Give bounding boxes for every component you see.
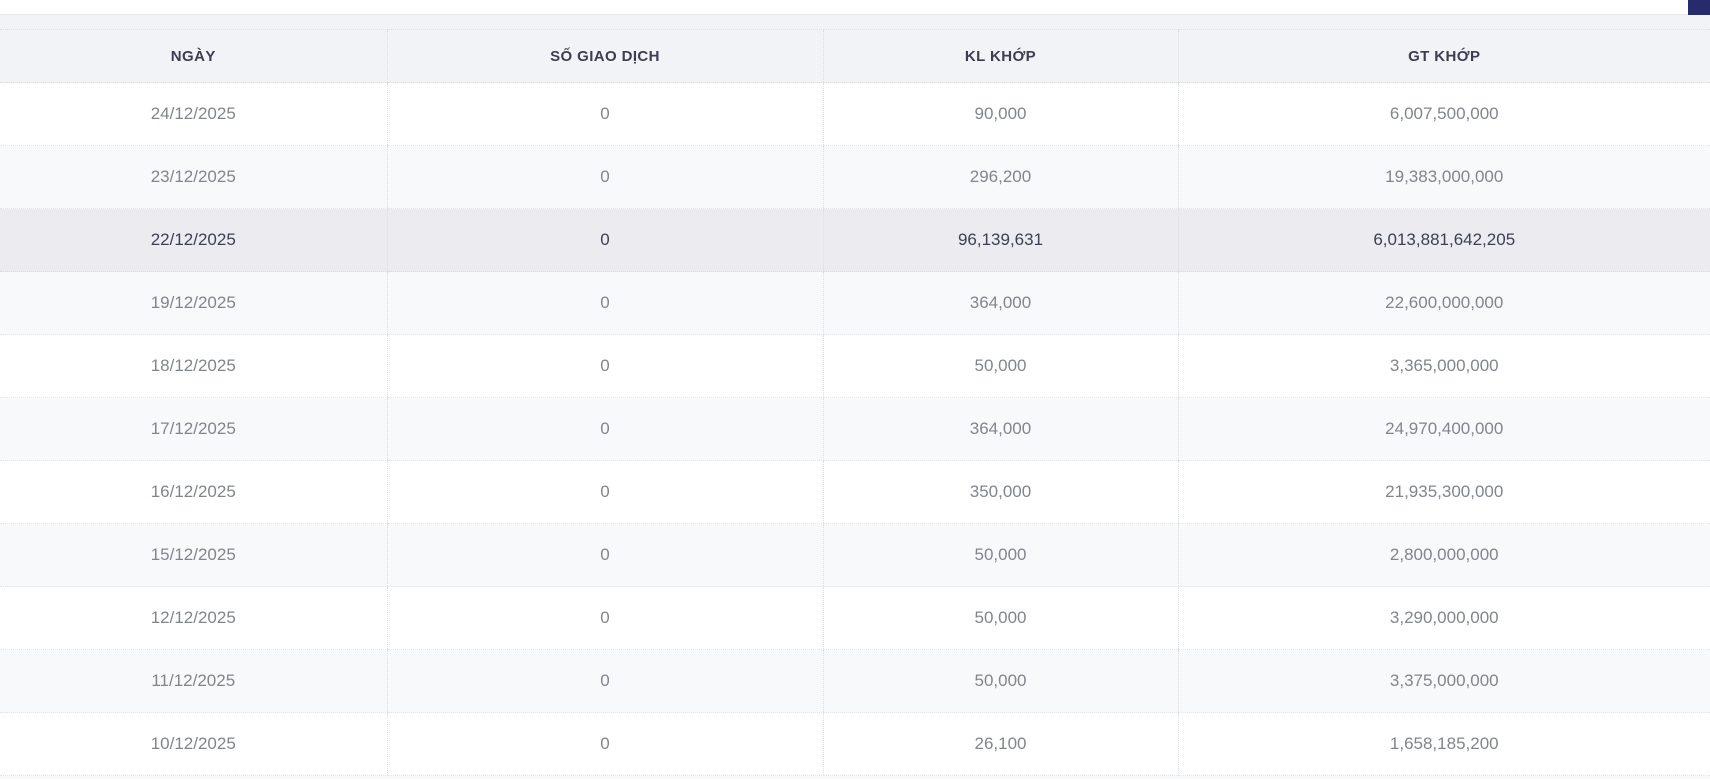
table-row[interactable]: 19/12/2025 0 364,000 22,600,000,000	[0, 271, 1710, 335]
table-body: 24/12/2025 0 90,000 6,007,500,000 23/12/…	[0, 82, 1710, 776]
cell-transactions: 0	[386, 523, 823, 587]
table-row[interactable]: 11/12/2025 0 50,000 3,375,000,000	[0, 649, 1710, 713]
column-header-transactions: SỐ GIAO DỊCH	[386, 29, 823, 83]
cell-value: 6,007,500,000	[1177, 82, 1710, 146]
cell-volume: 50,000	[822, 334, 1178, 398]
cell-volume: 90,000	[822, 82, 1178, 146]
cell-value: 22,600,000,000	[1177, 271, 1710, 335]
cell-volume: 50,000	[822, 586, 1178, 650]
cell-transactions: 0	[386, 712, 823, 776]
cell-value: 2,800,000,000	[1177, 523, 1710, 587]
table-row[interactable]: 22/12/2025 0 96,139,631 6,013,881,642,20…	[0, 208, 1710, 272]
corner-accent-block	[1688, 0, 1710, 15]
cell-volume: 364,000	[822, 271, 1178, 335]
cell-value: 3,290,000,000	[1177, 586, 1710, 650]
cell-transactions: 0	[386, 460, 823, 524]
cell-transactions: 0	[386, 271, 823, 335]
cell-date: 18/12/2025	[0, 334, 387, 398]
top-strip	[0, 0, 1710, 15]
cell-transactions: 0	[386, 586, 823, 650]
table-row[interactable]: 23/12/2025 0 296,200 19,383,000,000	[0, 145, 1710, 209]
cell-value: 19,383,000,000	[1177, 145, 1710, 209]
cell-transactions: 0	[386, 397, 823, 461]
table-row[interactable]: 16/12/2025 0 350,000 21,935,300,000	[0, 460, 1710, 524]
cell-date: 11/12/2025	[0, 649, 387, 713]
table-row[interactable]: 12/12/2025 0 50,000 3,290,000,000	[0, 586, 1710, 650]
cell-value: 24,970,400,000	[1177, 397, 1710, 461]
cell-value: 21,935,300,000	[1177, 460, 1710, 524]
cell-date: 22/12/2025	[0, 208, 387, 272]
cell-volume: 350,000	[822, 460, 1178, 524]
cell-value: 1,658,185,200	[1177, 712, 1710, 776]
cell-value: 3,375,000,000	[1177, 649, 1710, 713]
trade-history-table: NGÀY SỐ GIAO DỊCH KL KHỚP GT KHỚP 24/12/…	[0, 29, 1710, 776]
cell-date: 17/12/2025	[0, 397, 387, 461]
cell-volume: 96,139,631	[822, 208, 1178, 272]
cell-date: 23/12/2025	[0, 145, 387, 209]
cell-volume: 50,000	[822, 649, 1178, 713]
cell-volume: 364,000	[822, 397, 1178, 461]
table-header-row: NGÀY SỐ GIAO DỊCH KL KHỚP GT KHỚP	[0, 29, 1710, 83]
cell-date: 15/12/2025	[0, 523, 387, 587]
table-row[interactable]: 10/12/2025 0 26,100 1,658,185,200	[0, 712, 1710, 776]
table-header: NGÀY SỐ GIAO DỊCH KL KHỚP GT KHỚP	[0, 29, 1710, 83]
cell-date: 24/12/2025	[0, 82, 387, 146]
cell-volume: 26,100	[822, 712, 1178, 776]
column-header-value: GT KHỚP	[1177, 29, 1710, 83]
cell-transactions: 0	[386, 208, 823, 272]
column-header-date: NGÀY	[0, 29, 387, 83]
cell-transactions: 0	[386, 334, 823, 398]
next-row-sliver	[0, 776, 1710, 779]
trade-history-panel: NGÀY SỐ GIAO DỊCH KL KHỚP GT KHỚP 24/12/…	[0, 15, 1710, 779]
table-row[interactable]: 24/12/2025 0 90,000 6,007,500,000	[0, 82, 1710, 146]
cell-date: 10/12/2025	[0, 712, 387, 776]
table-row[interactable]: 15/12/2025 0 50,000 2,800,000,000	[0, 523, 1710, 587]
cell-volume: 50,000	[822, 523, 1178, 587]
cell-value: 6,013,881,642,205	[1177, 208, 1710, 272]
column-header-volume: KL KHỚP	[822, 29, 1178, 83]
cell-transactions: 0	[386, 145, 823, 209]
cell-value: 3,365,000,000	[1177, 334, 1710, 398]
cell-date: 19/12/2025	[0, 271, 387, 335]
cell-date: 16/12/2025	[0, 460, 387, 524]
cell-volume: 296,200	[822, 145, 1178, 209]
table-row[interactable]: 17/12/2025 0 364,000 24,970,400,000	[0, 397, 1710, 461]
table-row[interactable]: 18/12/2025 0 50,000 3,365,000,000	[0, 334, 1710, 398]
cell-transactions: 0	[386, 649, 823, 713]
cell-date: 12/12/2025	[0, 586, 387, 650]
cell-transactions: 0	[386, 82, 823, 146]
